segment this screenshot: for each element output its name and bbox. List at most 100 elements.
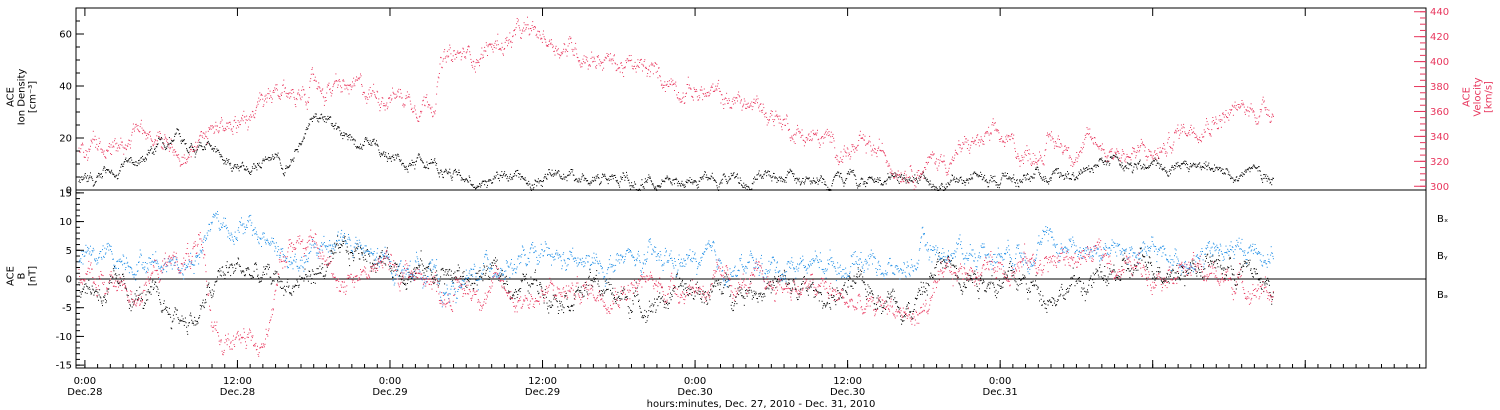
bottom-series-black-point — [302, 278, 304, 280]
top-series-red-point — [288, 92, 290, 94]
top-series-red-point — [908, 177, 909, 178]
top-series-red-point — [1056, 146, 1058, 148]
top-series-black-point — [600, 182, 602, 184]
top-series-red-point — [733, 96, 735, 98]
top-series-black-point — [619, 186, 621, 188]
top-series-black-point — [1224, 173, 1226, 175]
bottom-series-black-point — [166, 309, 168, 311]
top-series-black-point — [105, 172, 107, 174]
top-series-black-point — [1211, 169, 1213, 171]
bottom-series-black-point — [239, 265, 241, 267]
top-series-black-point — [573, 174, 575, 176]
top-series-black-point — [862, 183, 864, 185]
top-series-black-point — [495, 177, 496, 179]
top-series-black-point — [461, 178, 463, 180]
top-series-red-point — [491, 46, 492, 48]
top-series-black-point — [926, 178, 928, 180]
top-series-black-point — [305, 129, 307, 131]
top-series-black-point — [119, 170, 121, 172]
top-series-black-point — [1061, 175, 1063, 177]
top-series-red-point — [957, 144, 959, 146]
top-series-black-point — [1149, 165, 1151, 167]
top-series-black-point — [517, 169, 519, 171]
top-series-red-point — [1166, 155, 1167, 157]
top-series-red-point — [217, 130, 219, 132]
top-series-black-point — [368, 142, 369, 144]
top-series-red-point — [184, 162, 186, 163]
top-series-red-point — [663, 87, 665, 88]
top-series-black-point — [995, 184, 997, 186]
top-series-red-point — [138, 130, 140, 132]
top-series-red-point — [204, 133, 206, 135]
top-series-red-point — [1076, 161, 1078, 163]
top-series-red-point — [701, 89, 703, 91]
bottom-series-black-point — [95, 289, 97, 291]
top-series-red-point — [1047, 134, 1049, 136]
top-series-black-point — [259, 166, 261, 168]
top-series-red-point — [968, 144, 970, 146]
top-series-red-point — [187, 158, 189, 160]
top-series-black-point — [413, 161, 415, 163]
top-series-red-point — [325, 100, 327, 101]
top-series-red-point — [1077, 154, 1079, 156]
bottom-series-black-point — [267, 263, 269, 265]
top-series-black-point — [143, 159, 145, 161]
top-series-red-point — [235, 127, 237, 129]
top-series-black-point — [209, 144, 211, 146]
top-series-black-point — [763, 173, 765, 175]
top-series-red-point — [164, 136, 166, 138]
top-series-black-point — [940, 187, 941, 189]
top-series-red-point — [827, 135, 829, 137]
top-series-black-point — [885, 183, 887, 185]
top-series-red-point — [856, 149, 858, 151]
top-series-red-point — [410, 109, 412, 110]
top-series-black-point — [438, 173, 440, 175]
top-series-black-point — [460, 179, 462, 181]
top-series-red-point — [1101, 148, 1103, 150]
top-series-black-point — [569, 174, 571, 176]
top-series-red-point — [390, 94, 392, 96]
top-series-red-point — [628, 55, 630, 57]
top-series-black-point — [306, 128, 308, 130]
bottom-series-black-point — [253, 270, 255, 272]
top-series-black-point — [604, 175, 606, 177]
top-series-black-point — [1268, 177, 1270, 179]
top-series-black-point — [895, 173, 897, 175]
top-series-red-point — [512, 36, 514, 38]
top-series-red-point — [519, 27, 520, 29]
top-series-black-point — [1055, 169, 1057, 171]
top-series-black-point — [807, 178, 809, 180]
top-series-red-point — [293, 96, 295, 98]
top-series-red-point — [245, 119, 247, 121]
top-series-red-point — [884, 152, 885, 154]
top-series-red-point — [792, 138, 794, 140]
top-series-black-point — [1175, 162, 1177, 164]
top-series-red-point — [1012, 138, 1014, 140]
top-series-red-point — [646, 68, 647, 69]
top-series-red-point — [366, 97, 368, 99]
top-series-red-point — [470, 58, 472, 60]
top-series-red-point — [259, 92, 261, 94]
bottom-series-black-point — [369, 255, 371, 257]
top-series-red-point — [889, 165, 891, 167]
top-series-red-point — [216, 125, 218, 127]
top-series-red-point — [452, 55, 454, 57]
top-series-red-point — [601, 62, 603, 64]
top-series-black-point — [713, 180, 715, 181]
top-series-red-point — [317, 86, 319, 88]
top-series-red-point — [1153, 158, 1155, 160]
top-series-black-point — [86, 177, 87, 179]
top-series-red-point — [690, 88, 692, 90]
top-series-red-point — [893, 177, 895, 179]
top-series-black-point — [1137, 162, 1139, 164]
top-series-red-point — [972, 137, 974, 139]
top-series-black-point — [386, 156, 388, 158]
bottom-series-black-point — [132, 301, 134, 303]
bottom-series-black-point — [125, 288, 127, 290]
top-series-red-point — [1125, 161, 1127, 163]
top-series-red-point — [203, 132, 205, 134]
top-series-black-point — [1012, 177, 1014, 179]
top-series-black-point — [1221, 168, 1223, 170]
top-series-red-point — [121, 144, 123, 146]
bottom-series-black-point — [84, 283, 86, 285]
